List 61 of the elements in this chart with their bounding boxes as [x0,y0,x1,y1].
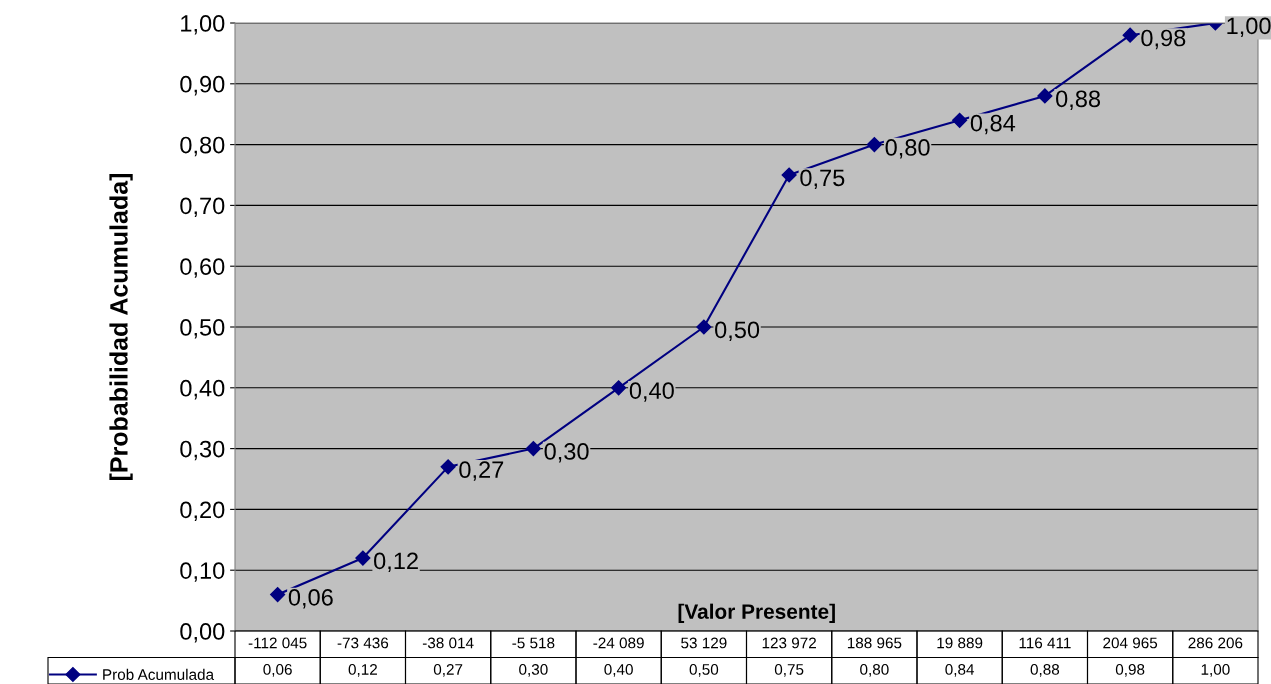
point [866,137,882,153]
data-label: 0,27 [433,664,463,677]
x-tick-label: 53 129 [681,637,727,649]
data-label: 0,50 [689,664,719,677]
x-tick-label: -5 518 [512,637,555,649]
data-label: 0,98 [1115,664,1145,677]
data-label: 0,12 [348,664,377,677]
data-label: 0,80 [860,664,889,677]
y-tick-label: 1,00 [181,15,225,35]
point [440,459,456,475]
legend-label: Prob Acumulada [103,668,215,680]
data-label: 0,75 [774,664,804,677]
text: 0,12 [374,552,418,573]
y-tick-label: 0,70 [180,197,225,217]
y-tick-label: 0,90 [180,75,225,96]
x-tick-label: 188 965 [847,637,902,649]
y-tick-label: 0,10 [180,562,225,582]
x-axis-title: [Valor Presente] [678,603,835,624]
data-label: 0,40 [604,664,633,677]
x-tick-label: -24 089 [593,637,644,649]
y-tick-label: 0,30 [180,440,225,461]
x-tick-label: 123 972 [762,637,816,649]
point [696,319,712,335]
x-tick-label: 19 889 [937,637,983,649]
text: 0,98 [1141,29,1186,50]
point [1122,27,1138,43]
data-label: 0,88 [1030,664,1060,677]
data-label: 0,30 [519,664,548,677]
data-label: 0,06 [263,664,292,677]
text: 0,88 [1056,90,1101,110]
y-tick-label: 0,40 [180,379,225,400]
x-tick-label: -73 436 [337,637,389,649]
text: 0,06 [288,589,333,609]
data-label: 1,00 [1201,664,1230,677]
text: 1,00 [1227,17,1271,37]
point [952,112,968,128]
point [270,586,286,603]
x-tick-label: 116 411 [1019,637,1071,649]
data-label: 0,84 [945,664,975,677]
text: 0,27 [459,461,504,481]
text: 0,80 [885,139,930,159]
x-tick-label: 286 206 [1188,637,1243,649]
text: 0,50 [715,321,760,341]
x-tick-label: -112 045 [248,637,307,649]
point [525,441,541,457]
y-tick-label: 0,50 [180,319,225,339]
point [1037,88,1053,104]
text: 0,75 [800,169,845,189]
x-tick-label: -38 014 [422,637,474,649]
text: 0,30 [544,443,589,463]
y-tick-label: 0,00 [180,623,225,643]
point [355,550,371,566]
point [611,380,627,396]
y-axis-title: [Probabilidad Acumulada] [109,173,133,480]
text: 0,40 [629,382,674,402]
y-tick-label: 0,60 [180,258,225,278]
x-tick-label: 204 965 [1103,637,1158,649]
point [781,167,797,183]
y-tick-label: 0,80 [180,136,225,157]
text: 0,84 [970,114,1016,135]
y-tick-label: 0,20 [180,501,225,521]
